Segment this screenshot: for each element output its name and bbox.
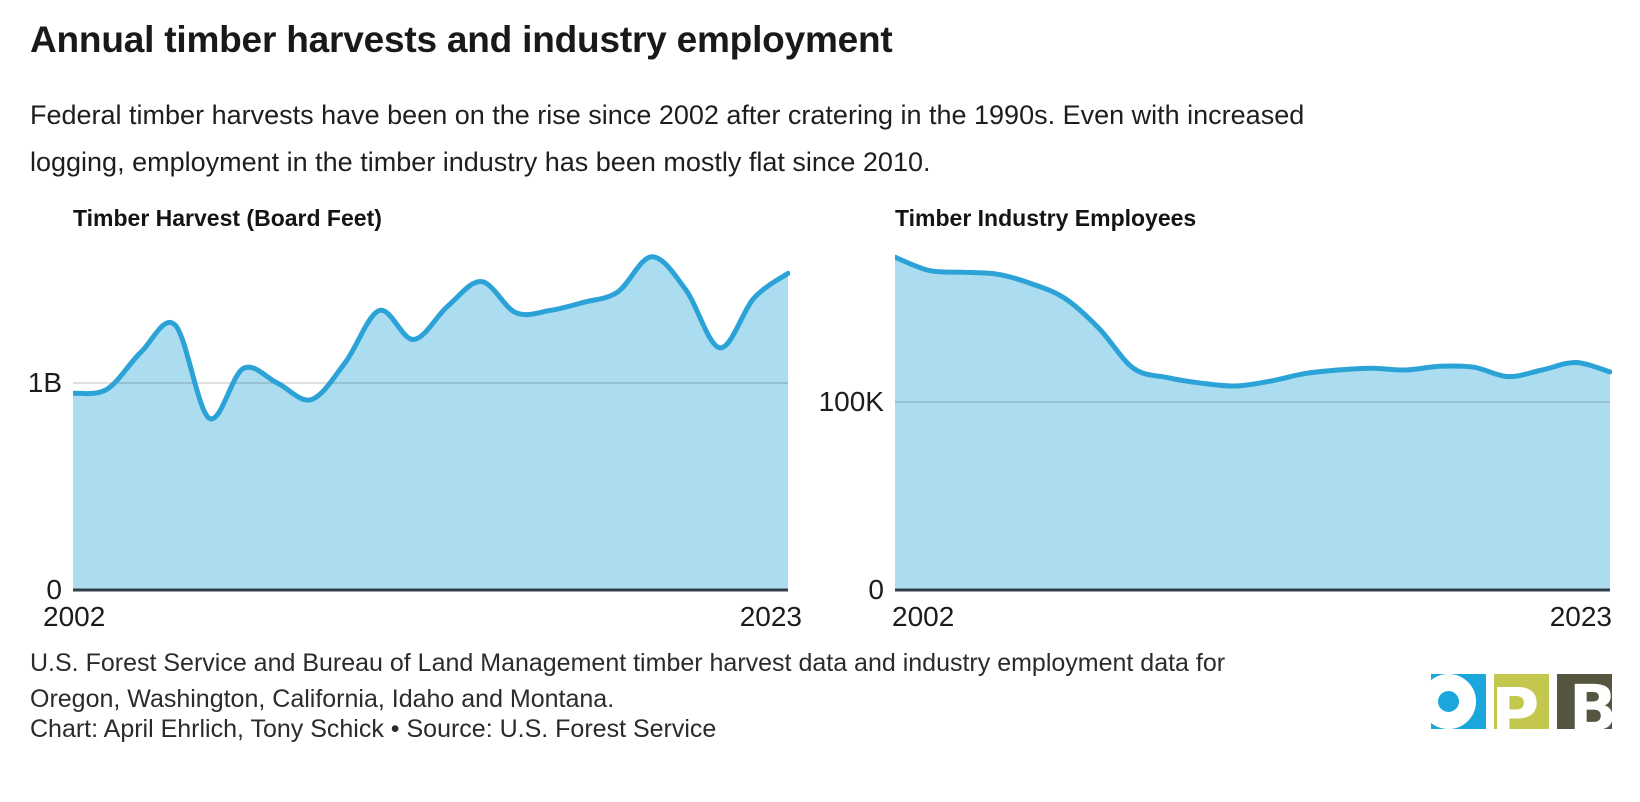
employees-area-fill	[895, 257, 1610, 590]
opb-logo-b-letter: B	[1569, 672, 1618, 745]
employees-ytick-0: 0	[868, 574, 884, 605]
source-notes-line-2: Oregon, Washington, California, Idaho an…	[30, 685, 615, 713]
page-title: Annual timber harvests and industry empl…	[30, 19, 893, 60]
employees-ytick-100k: 100K	[818, 386, 884, 417]
harvest-ytick-1b: 1B	[27, 367, 62, 398]
source-notes-line-1: U.S. Forest Service and Bureau of Land M…	[30, 649, 1226, 677]
harvest-area-line	[73, 254, 790, 422]
harvest-ytick-0: 0	[46, 574, 62, 605]
chart-credit: Chart: April Ehrlich, Tony Schick • Sour…	[30, 715, 717, 743]
opb-logo-o-square	[1421, 674, 1486, 729]
description-line-2: logging, employment in the timber indust…	[30, 147, 931, 177]
employees-chart-title: Timber Industry Employees	[895, 205, 1197, 231]
harvest-area-chart	[73, 254, 790, 592]
employees-xtick-2002: 2002	[892, 601, 955, 632]
harvest-xtick-2002: 2002	[43, 601, 106, 632]
harvest-xtick-2023: 2023	[739, 601, 802, 632]
opb-logo-p-letter: P	[1491, 674, 1540, 751]
employees-area-line	[895, 254, 1612, 389]
page-description: Federal timber harvests have been on the…	[30, 92, 1304, 186]
harvest-area-fill	[73, 256, 788, 590]
opb-logo: P B	[1421, 674, 1617, 746]
description-line-1: Federal timber harvests have been on the…	[30, 100, 1305, 130]
employees-xtick-2023: 2023	[1549, 601, 1612, 632]
opb-logo-o-icon	[1421, 674, 1476, 729]
employees-area-chart	[895, 254, 1612, 592]
opb-logo-b-square: B	[1557, 674, 1617, 740]
opb-logo-p-square: P	[1491, 674, 1549, 746]
harvest-chart-title: Timber Harvest (Board Feet)	[73, 205, 382, 231]
source-notes: U.S. Forest Service and Bureau of Land M…	[30, 645, 1225, 717]
